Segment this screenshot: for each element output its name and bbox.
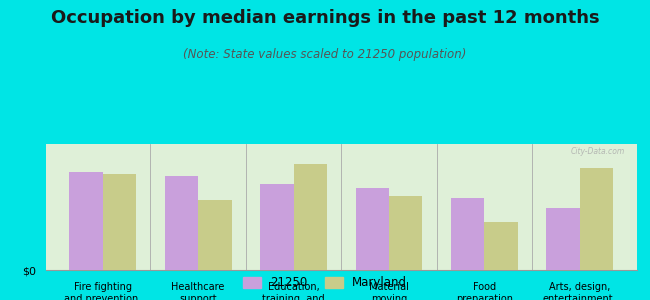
Bar [164,176,198,270]
Text: (Note: State values scaled to 21250 population): (Note: State values scaled to 21250 popu… [183,48,467,61]
Bar [580,168,613,270]
Bar [103,174,136,270]
Bar [389,196,422,270]
Bar [198,200,231,270]
Bar [356,188,389,270]
Bar [451,198,484,270]
Text: City-Data.com: City-Data.com [571,146,625,155]
Bar [70,172,103,270]
Bar [294,164,327,270]
Bar [547,208,580,270]
Text: Occupation by median earnings in the past 12 months: Occupation by median earnings in the pas… [51,9,599,27]
Bar [260,184,294,270]
Bar [484,222,518,270]
Legend: 21250, Maryland: 21250, Maryland [238,272,412,294]
